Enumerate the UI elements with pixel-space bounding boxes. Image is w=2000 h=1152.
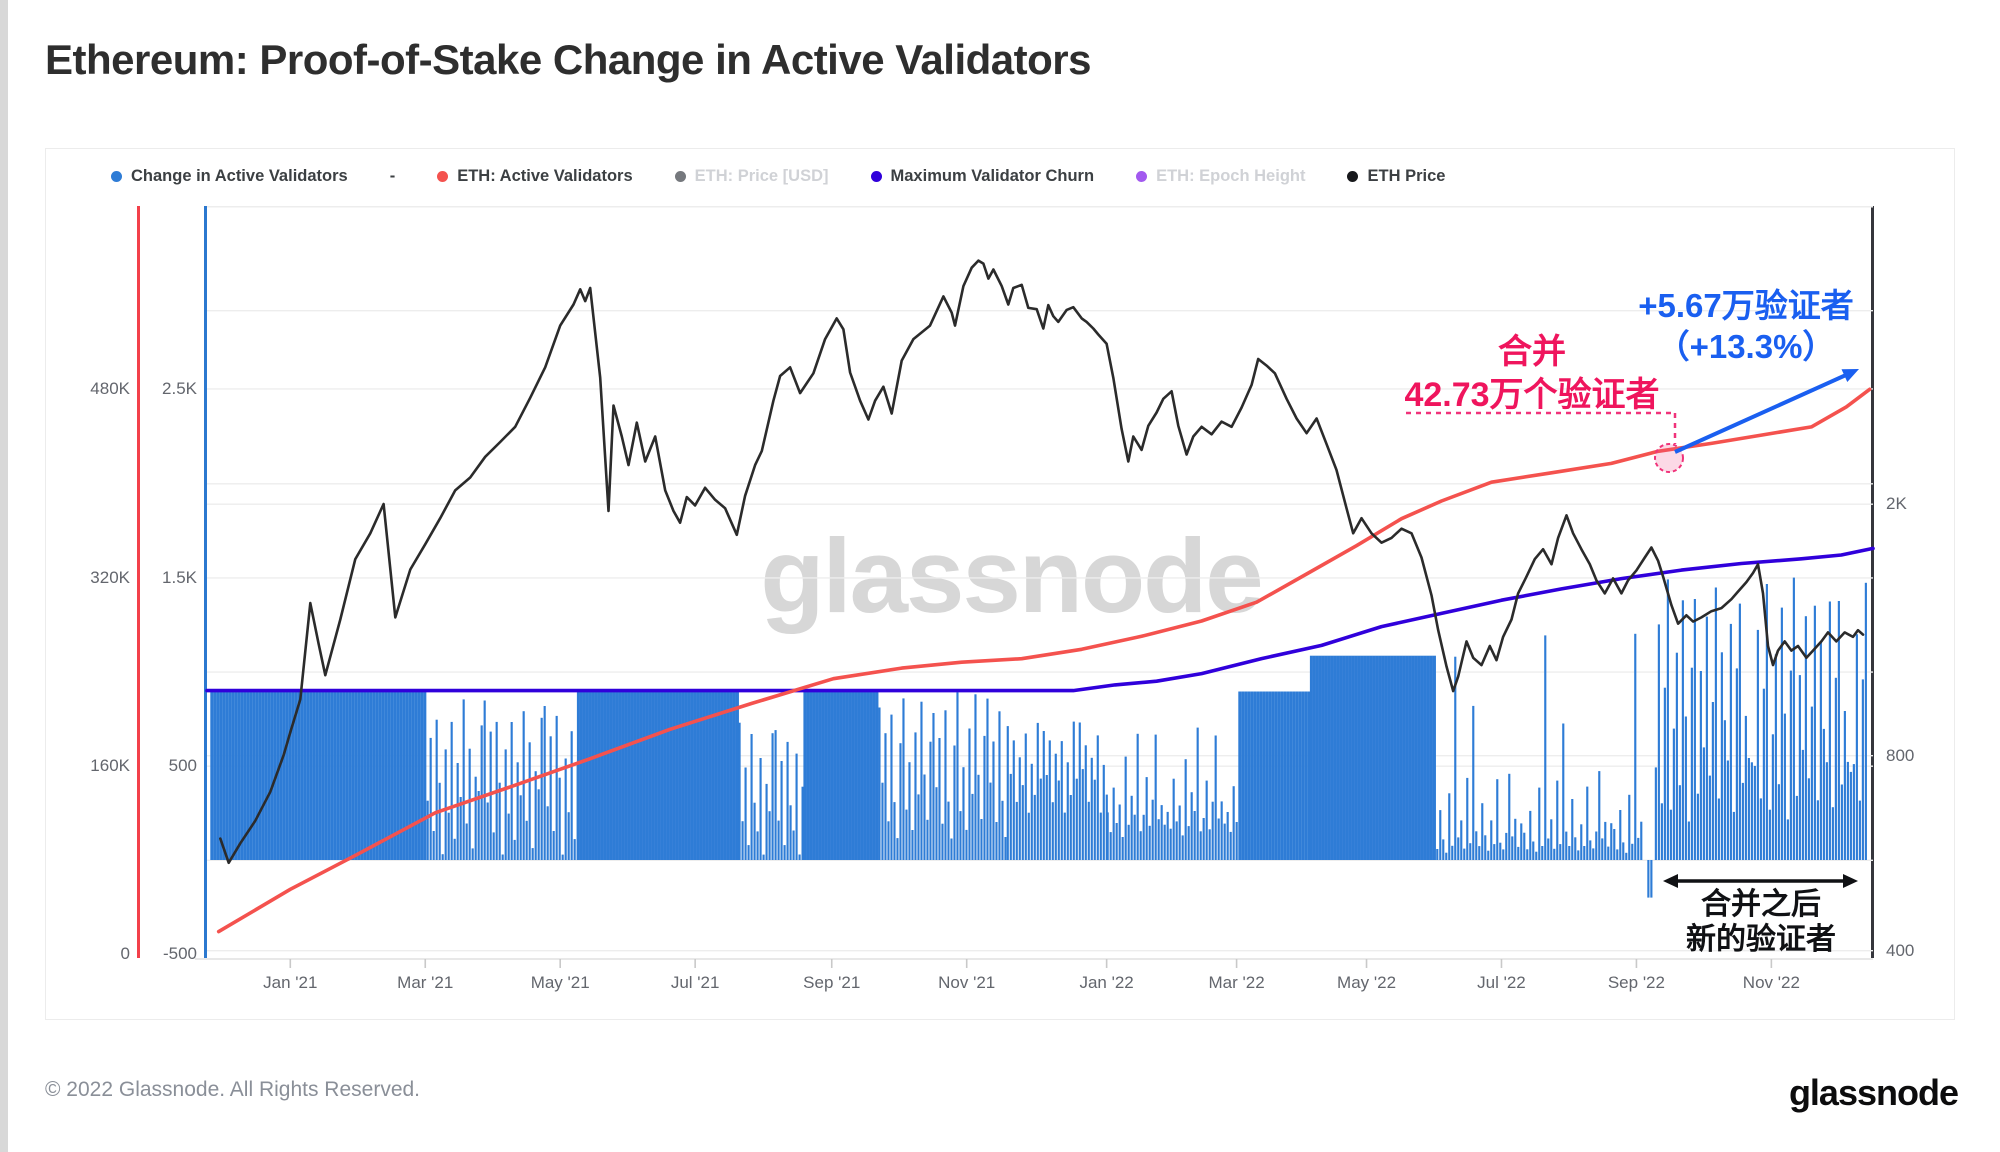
legend-item-eth-active-validators[interactable]: ETH: Active Validators [437, 167, 633, 186]
annotation-merge-line2: 42.73万个验证者 [1404, 375, 1660, 414]
annotation-post-merge-growth: +5.67万验证者 （+13.3%） [1536, 285, 1956, 368]
legend-dot-icon [437, 171, 449, 182]
annotation-postmerge-line2: 新的验证者 [1686, 923, 1836, 957]
x-tick-Jan '21: Jan '21 [263, 973, 318, 992]
legend-item-label: ETH: Price [USD] [694, 167, 829, 185]
annotation-growth-line1: +5.67万验证者 [1638, 287, 1854, 324]
y-tick-right-2K: 2K [1886, 494, 1907, 514]
legend-item-eth-price[interactable]: ETH Price [1347, 167, 1445, 186]
annotation-growth-line2: （+13.3%） [1656, 328, 1836, 366]
annotation-new-validators-after-merge: 合并之后 新的验证者 [1551, 887, 1971, 958]
x-tick-Mar '22: Mar '22 [1208, 973, 1265, 992]
x-tick-Mar '21: Mar '21 [397, 973, 454, 992]
legend-item-label: ETH: Epoch Height [1156, 167, 1306, 185]
page-edge-strip [0, 0, 8, 1152]
glassnode-logo: glassnode [1788, 1072, 1959, 1113]
y-tick-right-800: 800 [1886, 745, 1915, 765]
y-tick-inner-500: 500 [168, 756, 197, 776]
y-tick-outer-320K: 320K [90, 567, 130, 587]
legend-item-label: - [389, 167, 396, 185]
axis-line-change-validators [204, 206, 207, 958]
axis-line-active-validators [137, 206, 140, 958]
copyright-text: © 2022 Glassnode. All Rights Reserved. [45, 1078, 421, 1101]
legend-item-maximum-validator-churn[interactable]: Maximum Validator Churn [870, 167, 1095, 186]
chart-legend: Change in Active Validators - ETH: Active … [111, 167, 1445, 186]
glassnode-watermark: glassnode [760, 518, 1263, 635]
y-tick-outer-0: 0 [120, 943, 130, 963]
chart-card: Change in Active Validators - ETH: Active … [45, 148, 1955, 1020]
x-tick-Jul '21: Jul '21 [670, 973, 720, 992]
x-tick-Nov '22: Nov '22 [1742, 973, 1800, 992]
legend-item-label: Change in Active Validators [131, 167, 348, 185]
y-tick-inner--500: -500 [162, 943, 197, 963]
legend-item-eth-epoch-height[interactable]: ETH: Epoch Height [1136, 167, 1305, 186]
legend-dot-icon [870, 171, 882, 182]
y-tick-outer-480K: 480K [90, 378, 130, 398]
y-tick-outer-160K: 160K [90, 756, 130, 776]
x-tick-Jan '22: Jan '22 [1079, 973, 1134, 992]
legend-dot-icon [674, 171, 686, 182]
annotation-postmerge-line1: 合并之后 [1701, 888, 1821, 921]
y-tick-inner-1.5K: 1.5K [162, 567, 197, 587]
x-tick-May '22: May '22 [1337, 973, 1397, 992]
y-tick-inner-2.5K: 2.5K [162, 378, 197, 398]
axis-line-eth-price [1871, 206, 1874, 958]
legend-dot-icon [111, 171, 122, 182]
legend-item-eth-price-usd-[interactable]: ETH: Price [USD] [674, 167, 829, 186]
legend-item-change-in-active-validators[interactable]: Change in Active Validators [111, 167, 348, 186]
x-tick-May '21: May '21 [530, 973, 590, 992]
chart-plot-area[interactable] [195, 206, 1875, 968]
x-tick-Sep '22: Sep '22 [1607, 973, 1665, 992]
x-tick-Jul '22: Jul '22 [1477, 973, 1526, 992]
page-title: Ethereum: Proof-of-Stake Change in Activ… [45, 36, 1091, 83]
y-tick-right-400: 400 [1886, 940, 1915, 960]
legend-item-label: ETH: Active Validators [457, 167, 633, 185]
x-tick-Sep '21: Sep '21 [803, 973, 861, 992]
annotation-merge-line1: 合并 [1498, 333, 1566, 371]
legend-dot-icon [1347, 171, 1359, 182]
legend-item-label: Maximum Validator Churn [890, 167, 1095, 185]
legend-item-label: ETH Price [1367, 167, 1446, 185]
x-tick-Nov '21: Nov '21 [938, 973, 996, 992]
legend-dot-icon [1136, 171, 1148, 182]
legend-item--[interactable]: - [390, 167, 396, 186]
annotation-merge-callout: 合并 42.73万个验证者 [1272, 331, 1792, 416]
